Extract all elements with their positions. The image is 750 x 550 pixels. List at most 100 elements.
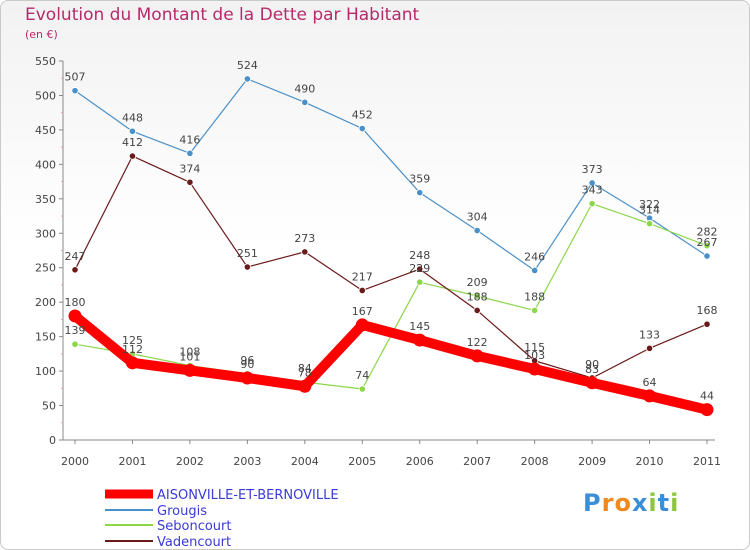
- data-point: [71, 340, 79, 348]
- data-point: [186, 178, 194, 186]
- data-point: [71, 266, 79, 274]
- data-label: 248: [409, 249, 430, 262]
- data-label: 133: [639, 328, 660, 341]
- data-point: [528, 362, 542, 376]
- data-label: 251: [237, 247, 258, 260]
- series-line-aisonville-et-bernoville: [70, 310, 712, 415]
- data-label: 84: [298, 362, 312, 375]
- y-tick-label: 100: [35, 365, 56, 378]
- data-label: 96: [240, 354, 254, 367]
- data-label: 246: [524, 250, 545, 263]
- data-label: 374: [179, 162, 200, 175]
- y-tick-label: 500: [35, 89, 56, 102]
- data-label: 145: [409, 320, 430, 333]
- data-label: 507: [65, 71, 86, 84]
- y-tick-label: 450: [35, 124, 56, 137]
- data-label: 83: [585, 363, 599, 376]
- y-tick-label: 0: [49, 434, 56, 447]
- data-point: [240, 371, 254, 385]
- data-point: [470, 349, 484, 363]
- y-tick-label: 250: [35, 262, 56, 275]
- y-tick-label: 300: [35, 227, 56, 240]
- legend-label: Grougis: [157, 504, 207, 519]
- data-point: [531, 266, 539, 275]
- data-point: [183, 363, 197, 377]
- data-point: [416, 265, 424, 273]
- data-label: 167: [352, 305, 373, 318]
- data-label: 90: [585, 358, 599, 371]
- data-point: [355, 318, 369, 332]
- data-point: [358, 124, 366, 133]
- data-point: [243, 75, 251, 83]
- data-label: 90: [240, 358, 254, 371]
- data-point: [358, 286, 366, 295]
- data-point: [68, 309, 82, 323]
- data-point: [301, 98, 309, 106]
- data-label: 412: [122, 136, 143, 149]
- data-label: 314: [639, 204, 660, 217]
- data-point: [125, 356, 139, 370]
- data-label: 103: [524, 349, 545, 362]
- y-tick-label: 150: [35, 331, 56, 344]
- data-label: 101: [179, 350, 200, 363]
- x-tick-label: 2002: [176, 455, 204, 468]
- data-label: 108: [179, 346, 200, 359]
- data-label: 282: [697, 226, 718, 239]
- data-label: 139: [65, 324, 86, 337]
- data-point: [358, 385, 366, 393]
- y-tick-label: 50: [42, 400, 56, 413]
- data-label: 322: [639, 198, 660, 211]
- data-point: [645, 344, 654, 352]
- x-tick-label: 2004: [291, 455, 319, 468]
- x-tick-label: 2006: [406, 455, 434, 468]
- series-line-seboncourt: [74, 203, 708, 390]
- x-tick-label: 2003: [233, 455, 261, 468]
- data-point: [588, 200, 596, 208]
- data-point: [413, 333, 427, 347]
- data-point: [298, 379, 312, 393]
- y-tick-label: 400: [35, 158, 56, 171]
- data-label: 359: [409, 173, 430, 186]
- data-point: [128, 152, 137, 160]
- data-point: [703, 242, 711, 250]
- series-line-grougis: [74, 78, 708, 272]
- data-point: [473, 306, 481, 315]
- logo-letter: i: [670, 489, 680, 517]
- data-label: 122: [467, 336, 488, 349]
- data-label: 490: [294, 82, 315, 95]
- data-point: [186, 149, 194, 157]
- data-label: 452: [352, 109, 373, 122]
- data-point: [473, 292, 481, 300]
- data-label: 125: [122, 334, 143, 347]
- x-tick-label: 2001: [118, 455, 146, 468]
- data-label: 180: [65, 296, 86, 309]
- data-label: 217: [352, 270, 373, 283]
- data-label: 188: [524, 290, 545, 303]
- data-point: [700, 403, 714, 417]
- data-point: [531, 306, 539, 315]
- data-point: [703, 252, 711, 260]
- data-label: 229: [409, 262, 430, 275]
- data-label: 74: [355, 369, 369, 382]
- series-line-vadencourt: [74, 155, 708, 379]
- logo-letter: r: [601, 489, 615, 517]
- data-label: 416: [179, 133, 200, 146]
- data-point: [416, 189, 424, 197]
- y-tick-label: 350: [35, 193, 56, 206]
- data-point: [645, 220, 654, 228]
- data-point: [588, 179, 596, 187]
- data-label: 247: [65, 250, 86, 263]
- data-point: [585, 376, 599, 390]
- data-label: 168: [697, 304, 718, 317]
- data-point: [703, 320, 711, 328]
- data-label: 112: [122, 343, 143, 356]
- y-tick-label: 200: [35, 296, 56, 309]
- legend-label: AISONVILLE-ET-BERNOVILLE: [157, 488, 339, 503]
- x-tick-label: 2009: [578, 455, 606, 468]
- logo-letter: P: [583, 489, 602, 517]
- chart-subtitle: (en €): [25, 28, 58, 41]
- logo-letter: o: [614, 489, 632, 517]
- data-point: [473, 226, 481, 235]
- data-label: 343: [582, 184, 603, 197]
